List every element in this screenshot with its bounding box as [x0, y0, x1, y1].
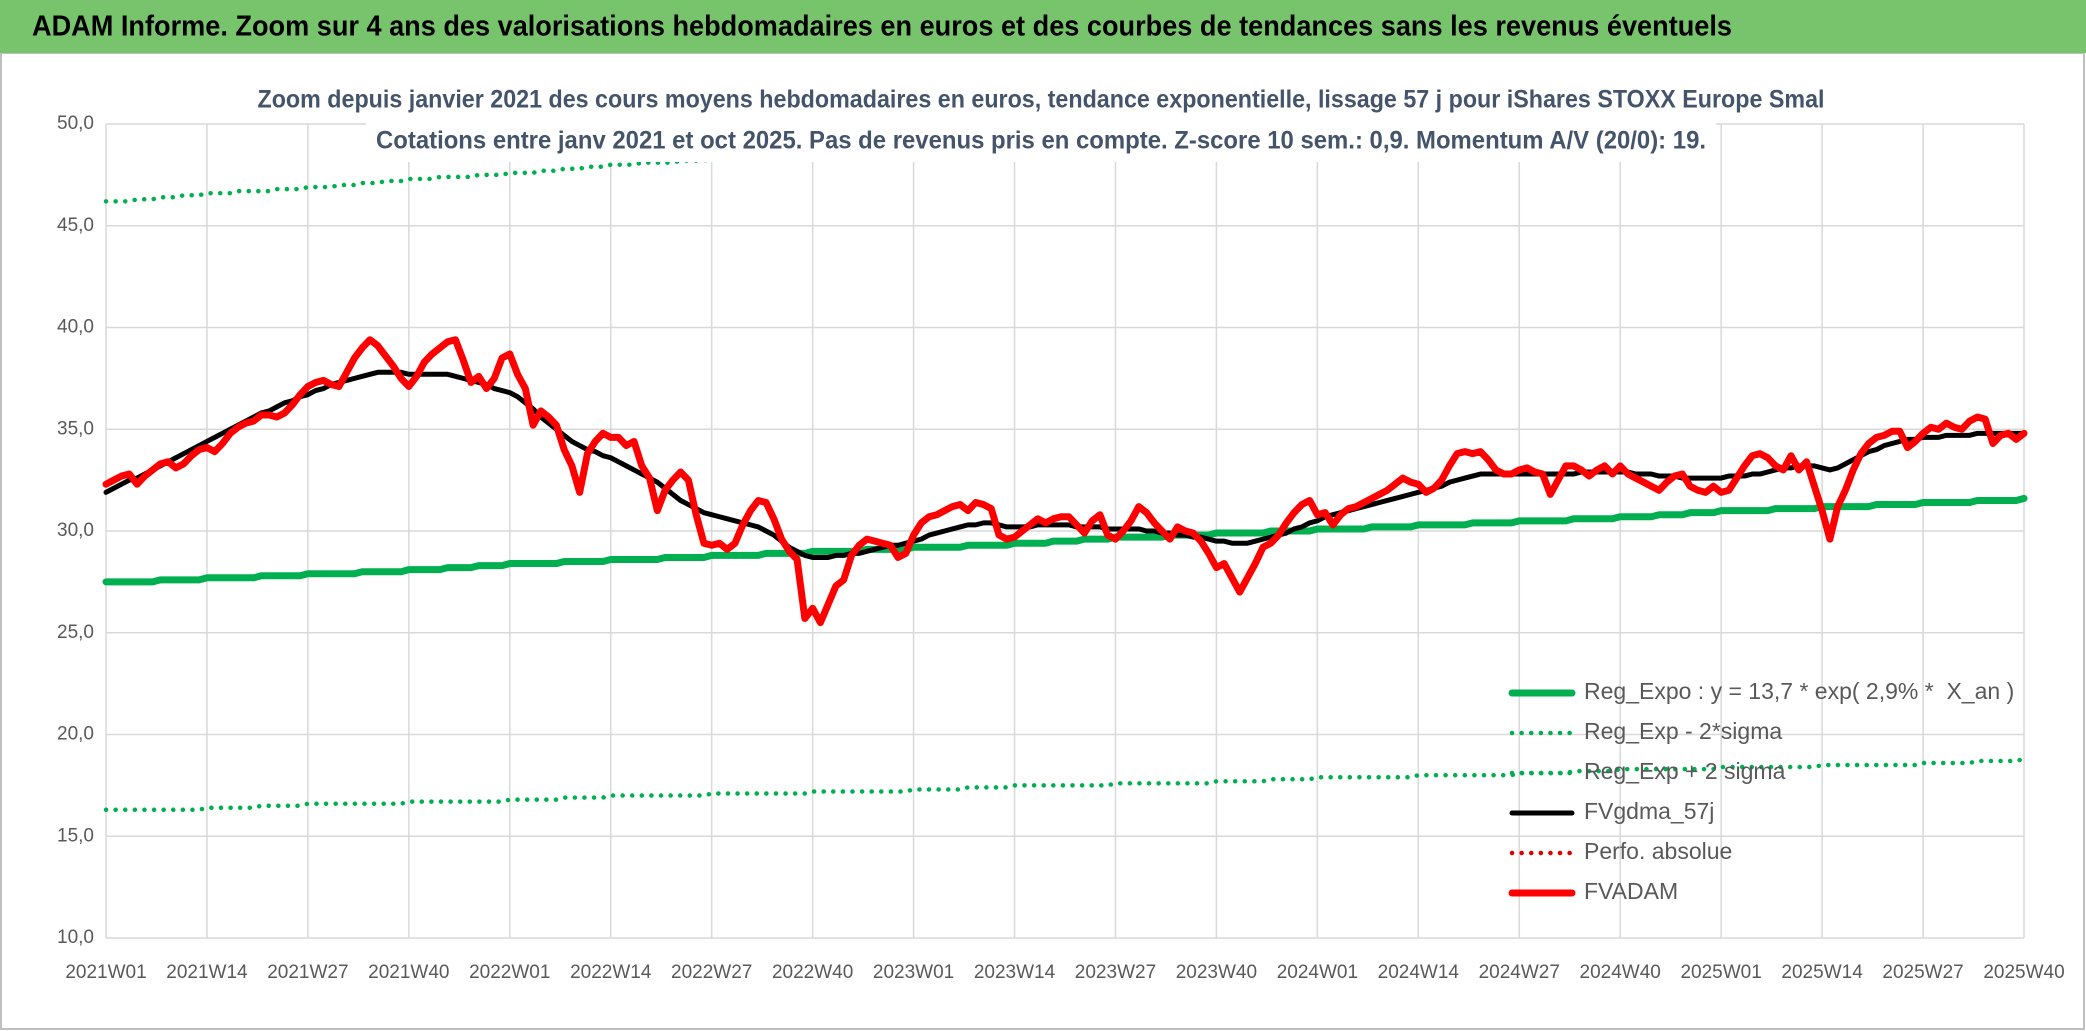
legend-label: FVADAM [1584, 878, 1678, 904]
y-tick-label: 30,0 [57, 520, 94, 541]
legend-label: FVgdma_57j [1584, 798, 1714, 824]
x-tick-label: 2021W27 [267, 962, 348, 983]
x-tick-label: 2024W40 [1580, 962, 1661, 983]
x-tick-label: 2022W14 [570, 962, 652, 983]
subtitle-box [253, 82, 1829, 122]
series-line [103, 756, 2027, 813]
y-tick-label: 50,0 [57, 113, 94, 134]
x-tick-label: 2021W01 [65, 962, 146, 983]
x-tick-label: 2025W01 [1680, 962, 1761, 983]
title-bar [0, 0, 2086, 53]
x-tick-label: 2022W40 [772, 962, 853, 983]
axis-labels: 10,0 15,0 20,0 25,0 30,0 35,0 40,0 45,0 50,0 2021… [57, 113, 2065, 983]
y-tick-label: 15,0 [57, 825, 94, 846]
x-tick-label: 2022W01 [469, 962, 550, 983]
x-tick-label: 2025W14 [1781, 962, 1863, 983]
y-tick-label: 10,0 [57, 927, 94, 948]
chart-title: ADAM Informe. Zoom sur 4 ans des valoris… [32, 11, 1732, 43]
x-tick-label: 2023W27 [1075, 962, 1156, 983]
x-tick-label: 2023W14 [974, 962, 1056, 983]
x-tick-label: 2024W01 [1277, 962, 1358, 983]
x-tick-label: 2021W14 [166, 962, 248, 983]
y-tick-label: 35,0 [57, 418, 94, 439]
x-tick-label: 2024W14 [1378, 962, 1460, 983]
subtitle-box [366, 122, 1716, 162]
series-line [102, 494, 2028, 586]
chart-subtitle: Cotations entre janv 2021 et oct 2025. P… [376, 127, 1706, 155]
x-tick-label: 2023W01 [873, 962, 954, 983]
series-line [102, 336, 2028, 627]
legend-label: Perfo. absolue [1584, 838, 1732, 864]
x-tick-label: 2024W27 [1479, 962, 1560, 983]
x-tick-label: 2025W40 [1983, 962, 2064, 983]
y-tick-label: 40,0 [57, 317, 94, 338]
x-tick-label: 2021W40 [368, 962, 449, 983]
x-tick-label: 2025W27 [1882, 962, 1963, 983]
series-line [103, 369, 2027, 560]
chart-subtitle: Zoom depuis janvier 2021 des cours moyen… [258, 86, 1825, 114]
y-tick-label: 20,0 [57, 724, 94, 745]
legend-label: Reg_Exp + 2 sigma [1584, 758, 1786, 784]
legend-label: Reg_Exp - 2*sigma [1584, 718, 1782, 744]
y-tick-label: 25,0 [57, 622, 94, 643]
x-tick-label: 2023W40 [1176, 962, 1257, 983]
y-tick-label: 45,0 [57, 215, 94, 236]
legend: Reg_Expo : y = 13,7 * exp( 2,9% * X_an )… [1508, 678, 2014, 904]
legend-label: Reg_Expo : y = 13,7 * exp( 2,9% * X_an ) [1584, 678, 2014, 704]
x-tick-label: 2022W27 [671, 962, 752, 983]
